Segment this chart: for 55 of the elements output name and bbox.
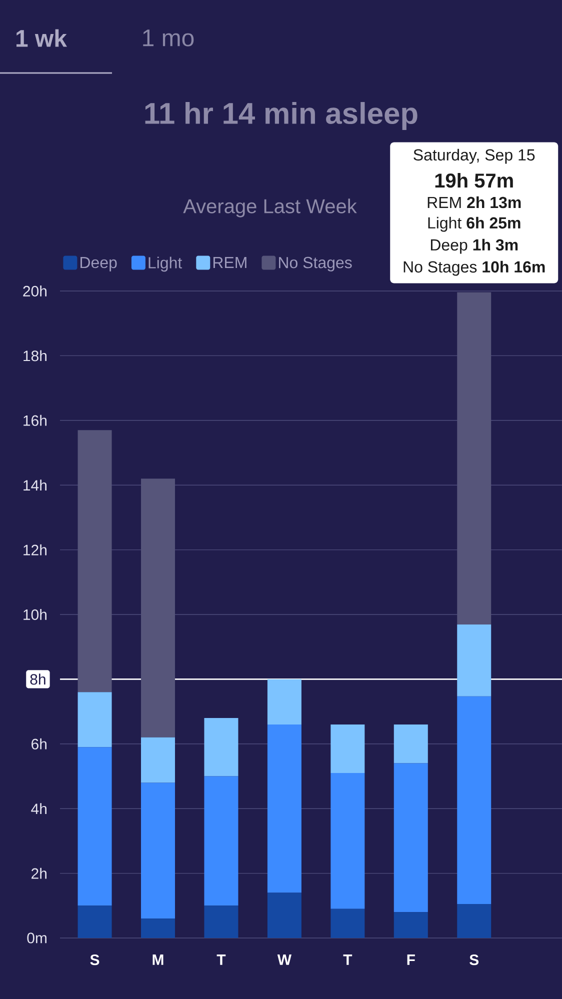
bar [330,908,365,938]
text: Deep 1h 3m [430,238,518,254]
bar [78,692,112,748]
x-tick-label: T [343,954,352,965]
bar [140,782,175,919]
text: No Stages 10h 16m [404,260,545,276]
bar [78,430,112,692]
bar [330,773,365,909]
x-tick-label: M [152,954,164,965]
bar [140,737,175,783]
chart-title: 11 hr 14 min asleep [145,102,418,130]
legend-label: REM [213,257,246,268]
x-tick-label: T [216,954,226,965]
text: 1 wk [16,29,68,47]
chart-subtitle: Average Last Week [183,198,357,218]
bar [457,624,492,696]
y-tick-label: 4h [31,803,46,814]
legend-label: Deep [80,257,117,272]
bar [394,724,428,764]
bar [267,679,302,724]
text: REM 2h 13m [428,196,521,208]
ref-line-label: 8h [30,674,46,685]
legend-label: Light [148,256,182,272]
bar [394,763,428,912]
y-tick-label: 10h [24,608,46,620]
bar [267,724,302,893]
bar [78,906,112,938]
x-tick-label: S [470,954,479,966]
x-tick-label: S [90,954,100,966]
y-tick-label: 0m [27,932,46,944]
text: 1 mo [143,30,194,46]
text: Light 6h 25m [428,216,520,232]
text: Saturday, Sep 15 [414,148,535,164]
bar [140,918,175,938]
bar [140,478,175,738]
y-tick-label: 2h [32,868,46,879]
x-tick-label: W [277,954,292,965]
y-tick-label: 14h [24,480,46,491]
x-tick-label: F [407,954,415,965]
bar [457,904,492,938]
y-tick-label: 20h [23,285,46,297]
bar [204,718,238,776]
bar [267,892,302,938]
bar [330,724,365,774]
bar [204,906,238,938]
text: 19h 57m [435,172,513,188]
y-tick-label: 12h [24,544,46,556]
y-tick-label: 18h [24,350,46,362]
bar [457,696,492,904]
y-tick-label: 16h [24,414,46,426]
bar [204,776,238,906]
bar [394,912,428,938]
y-tick-label: 6h [32,738,46,750]
bar [78,747,112,906]
legend-label: No Stages [279,256,352,272]
